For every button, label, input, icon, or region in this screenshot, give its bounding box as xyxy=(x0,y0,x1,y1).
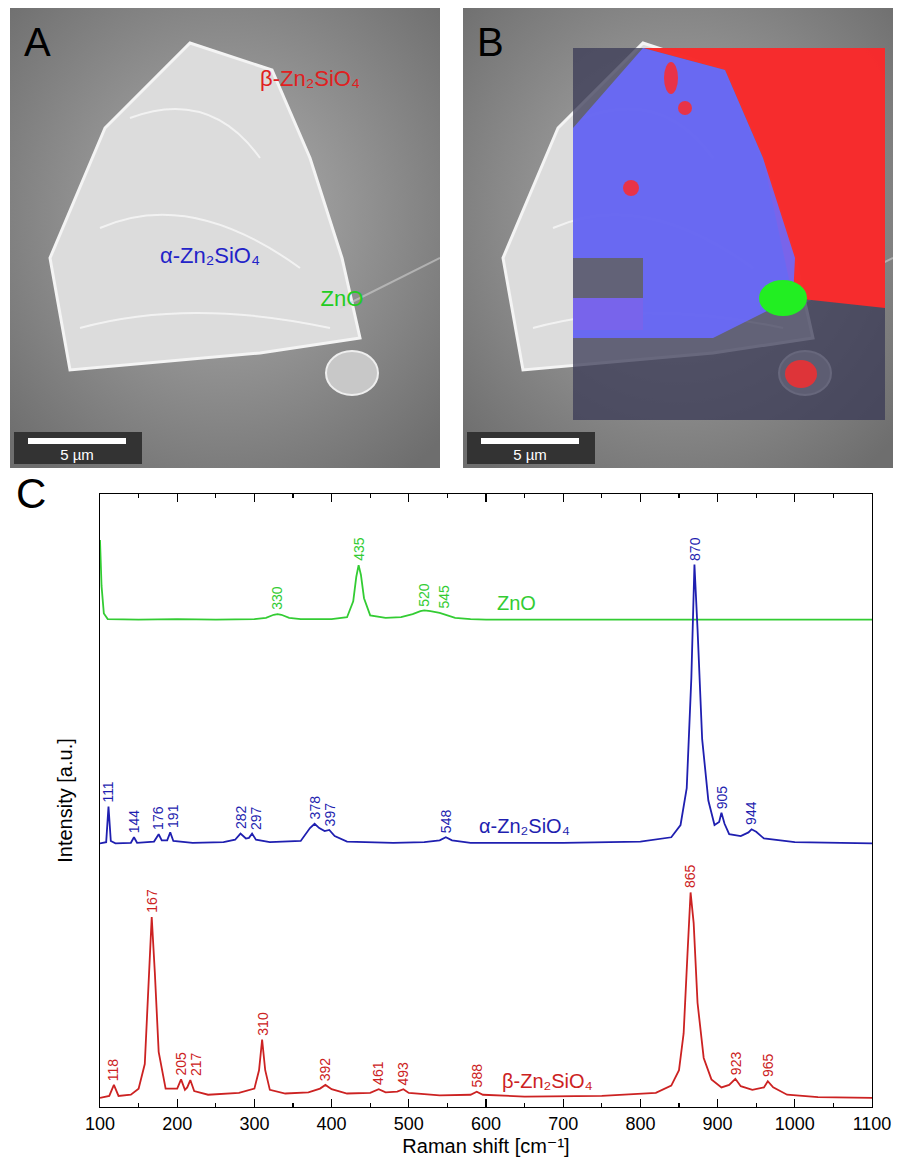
svg-text:α-Zn₂SiO₄: α-Zn₂SiO₄ xyxy=(160,243,260,268)
svg-text:397: 397 xyxy=(322,803,338,827)
svg-text:α-Zn₂SiO₄: α-Zn₂SiO₄ xyxy=(479,815,570,837)
svg-text:205: 205 xyxy=(173,1052,189,1076)
svg-text:282: 282 xyxy=(233,806,249,830)
svg-text:900: 900 xyxy=(703,1114,733,1134)
svg-text:330: 330 xyxy=(269,586,285,610)
svg-text:545: 545 xyxy=(436,585,452,609)
svg-text:144: 144 xyxy=(126,810,142,834)
svg-text:520: 520 xyxy=(416,583,432,607)
svg-text:435: 435 xyxy=(351,537,367,561)
svg-text:5 µm: 5 µm xyxy=(513,446,547,463)
svg-text:Raman shift [cm⁻¹]: Raman shift [cm⁻¹] xyxy=(402,1135,569,1157)
svg-text:297: 297 xyxy=(248,806,264,830)
svg-text:ZnO: ZnO xyxy=(321,286,364,311)
svg-text:870: 870 xyxy=(687,537,703,561)
svg-text:A: A xyxy=(24,20,51,64)
svg-text:Intensity [a.u.]: Intensity [a.u.] xyxy=(54,738,76,863)
svg-text:5 µm: 5 µm xyxy=(60,446,94,463)
svg-text:800: 800 xyxy=(625,1114,655,1134)
svg-text:1000: 1000 xyxy=(775,1114,815,1134)
svg-text:548: 548 xyxy=(438,810,454,834)
svg-text:167: 167 xyxy=(144,889,160,913)
svg-text:B: B xyxy=(477,20,504,64)
svg-text:310: 310 xyxy=(255,1012,271,1036)
svg-text:588: 588 xyxy=(469,1064,485,1088)
html-text:C: C xyxy=(16,470,47,517)
svg-text:461: 461 xyxy=(370,1061,386,1085)
svg-text:176: 176 xyxy=(150,806,166,830)
svg-text:300: 300 xyxy=(239,1114,269,1134)
svg-text:217: 217 xyxy=(188,1052,204,1076)
svg-text:965: 965 xyxy=(760,1053,776,1077)
svg-text:923: 923 xyxy=(728,1052,744,1076)
svg-text:392: 392 xyxy=(317,1058,333,1082)
svg-text:1100: 1100 xyxy=(853,1114,892,1134)
svg-text:700: 700 xyxy=(548,1114,578,1134)
svg-text:111: 111 xyxy=(100,781,116,802)
svg-text:600: 600 xyxy=(471,1114,501,1134)
svg-text:500: 500 xyxy=(394,1114,424,1134)
svg-text:β-Zn₂SiO₄: β-Zn₂SiO₄ xyxy=(260,66,360,91)
svg-text:200: 200 xyxy=(162,1114,192,1134)
svg-text:100: 100 xyxy=(85,1114,115,1134)
svg-text:493: 493 xyxy=(395,1062,411,1086)
svg-text:865: 865 xyxy=(682,864,698,888)
svg-text:400: 400 xyxy=(317,1114,347,1134)
svg-text:ZnO: ZnO xyxy=(497,592,536,614)
svg-text:378: 378 xyxy=(307,796,323,820)
svg-text:191: 191 xyxy=(165,804,181,828)
svg-text:β-Zn₂SiO₄: β-Zn₂SiO₄ xyxy=(502,1070,593,1092)
svg-text:944: 944 xyxy=(743,801,759,825)
svg-text:905: 905 xyxy=(714,786,730,810)
svg-text:118: 118 xyxy=(105,1059,121,1082)
